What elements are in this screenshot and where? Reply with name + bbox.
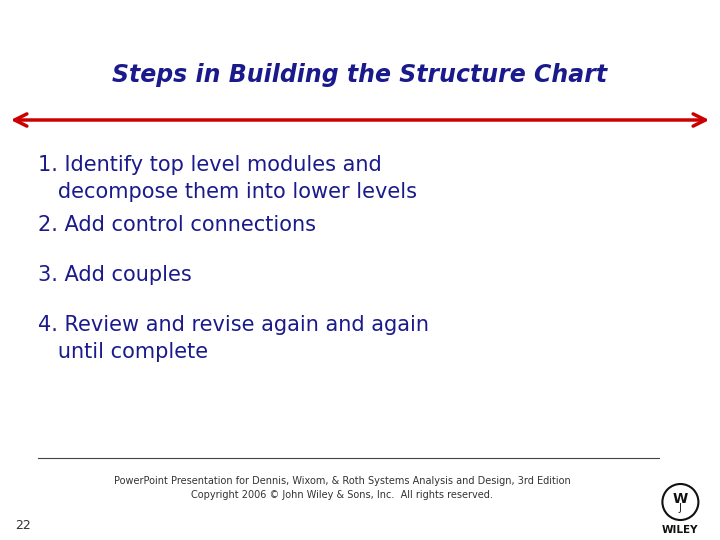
- Text: 22: 22: [15, 519, 31, 532]
- Text: 3. Add couples: 3. Add couples: [38, 265, 192, 285]
- Text: 2. Add control connections: 2. Add control connections: [38, 215, 316, 235]
- Text: 4. Review and revise again and again
   until complete: 4. Review and revise again and again unt…: [38, 315, 429, 362]
- Text: PowerPoint Presentation for Dennis, Wixom, & Roth Systems Analysis and Design, 3: PowerPoint Presentation for Dennis, Wixo…: [114, 476, 570, 500]
- Text: J: J: [679, 503, 682, 513]
- Text: WILEY: WILEY: [662, 525, 698, 535]
- Text: W: W: [672, 492, 688, 506]
- Text: 1. Identify top level modules and
   decompose them into lower levels: 1. Identify top level modules and decomp…: [38, 155, 417, 202]
- Text: Steps in Building the Structure Chart: Steps in Building the Structure Chart: [112, 63, 608, 87]
